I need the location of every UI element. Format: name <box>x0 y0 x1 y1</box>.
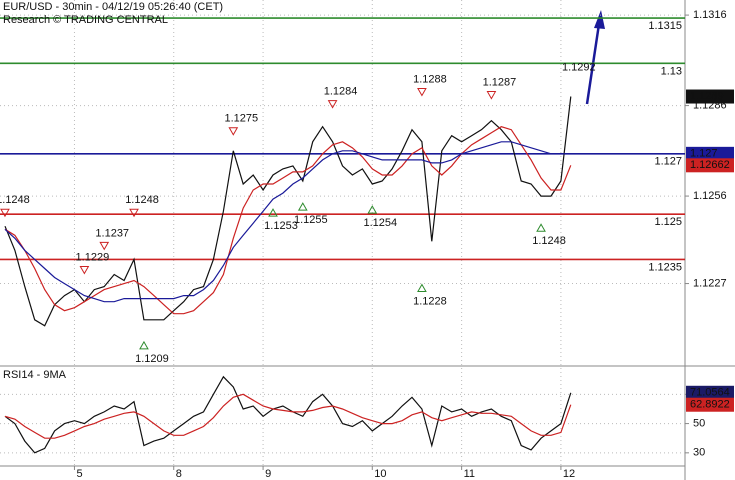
last-value-label: 1.12662 <box>690 159 730 171</box>
extreme-label: 1.1228 <box>413 295 447 307</box>
extreme-label: 1.1248 <box>125 194 159 206</box>
extreme-label: 1.1209 <box>135 353 169 365</box>
level-label: 1.127 <box>654 156 682 168</box>
high-marker <box>129 208 139 218</box>
low-marker <box>297 202 308 211</box>
extreme-label: 1.1229 <box>76 251 110 263</box>
panel-title: RSI14 - 9MA <box>3 369 67 381</box>
last-value-label: 62.8922 <box>690 399 730 411</box>
y-tick-label: 30 <box>693 447 705 459</box>
extreme-label: 1.1292 <box>562 61 596 73</box>
high-marker <box>0 208 10 218</box>
low-marker <box>139 340 149 350</box>
series-line <box>4 96 572 327</box>
level-label: 1.125 <box>654 216 682 228</box>
high-marker <box>79 266 90 275</box>
x-tick-label: 10 <box>374 468 386 480</box>
last-value-label: 1.1289 <box>690 90 724 102</box>
high-marker <box>327 100 338 109</box>
extreme-label: 1.1288 <box>413 73 447 85</box>
extreme-label: 1.1253 <box>264 220 298 232</box>
extreme-label: 1.1284 <box>324 86 358 98</box>
y-tick-label: 1.1316 <box>693 9 727 21</box>
extreme-label: 1.1237 <box>95 227 129 239</box>
level-label: 1.1235 <box>648 261 682 273</box>
extreme-label: 1.1248 <box>0 194 30 206</box>
x-tick-label: 11 <box>464 468 475 480</box>
last-value-label: 71.0564 <box>690 387 730 399</box>
y-tick-label: 50 <box>693 417 705 429</box>
x-tick-label: 8 <box>176 468 182 480</box>
high-marker <box>417 88 427 97</box>
low-marker <box>417 283 427 293</box>
last-value-box <box>686 89 734 104</box>
extreme-label: 1.1275 <box>224 113 258 125</box>
last-value-box <box>686 397 734 412</box>
y-tick-label: 1.1256 <box>693 190 727 202</box>
high-marker <box>486 91 497 100</box>
level-box <box>686 146 734 161</box>
low-marker <box>268 208 278 217</box>
last-value-box <box>686 385 734 400</box>
level-label: 1.13 <box>661 65 682 77</box>
high-marker <box>228 127 239 136</box>
panel-subtitle: Research © TRADING CENTRAL <box>3 14 168 26</box>
extreme-label: 1.1248 <box>532 235 566 247</box>
extreme-label: 1.1254 <box>363 217 397 229</box>
y-tick-label: 1.1227 <box>693 277 727 289</box>
level-label: 1.1315 <box>648 20 682 32</box>
level-box-label: 1.127 <box>690 148 718 160</box>
series-line <box>4 141 571 303</box>
x-tick-label: 12 <box>563 468 575 480</box>
low-marker <box>367 205 378 214</box>
extreme-label: 1.1287 <box>483 76 517 88</box>
extreme-label: 1.1255 <box>294 214 328 226</box>
last-value-box <box>686 158 734 173</box>
series-line <box>4 393 572 439</box>
high-marker <box>99 241 110 251</box>
low-marker <box>536 223 546 232</box>
x-tick-label: 5 <box>76 468 82 480</box>
panel-title: EUR/USD - 30min - 04/12/19 05:26:40 (CET… <box>3 1 223 13</box>
series-line <box>4 126 572 315</box>
x-tick-label: 9 <box>265 468 271 480</box>
series-line <box>4 375 572 454</box>
